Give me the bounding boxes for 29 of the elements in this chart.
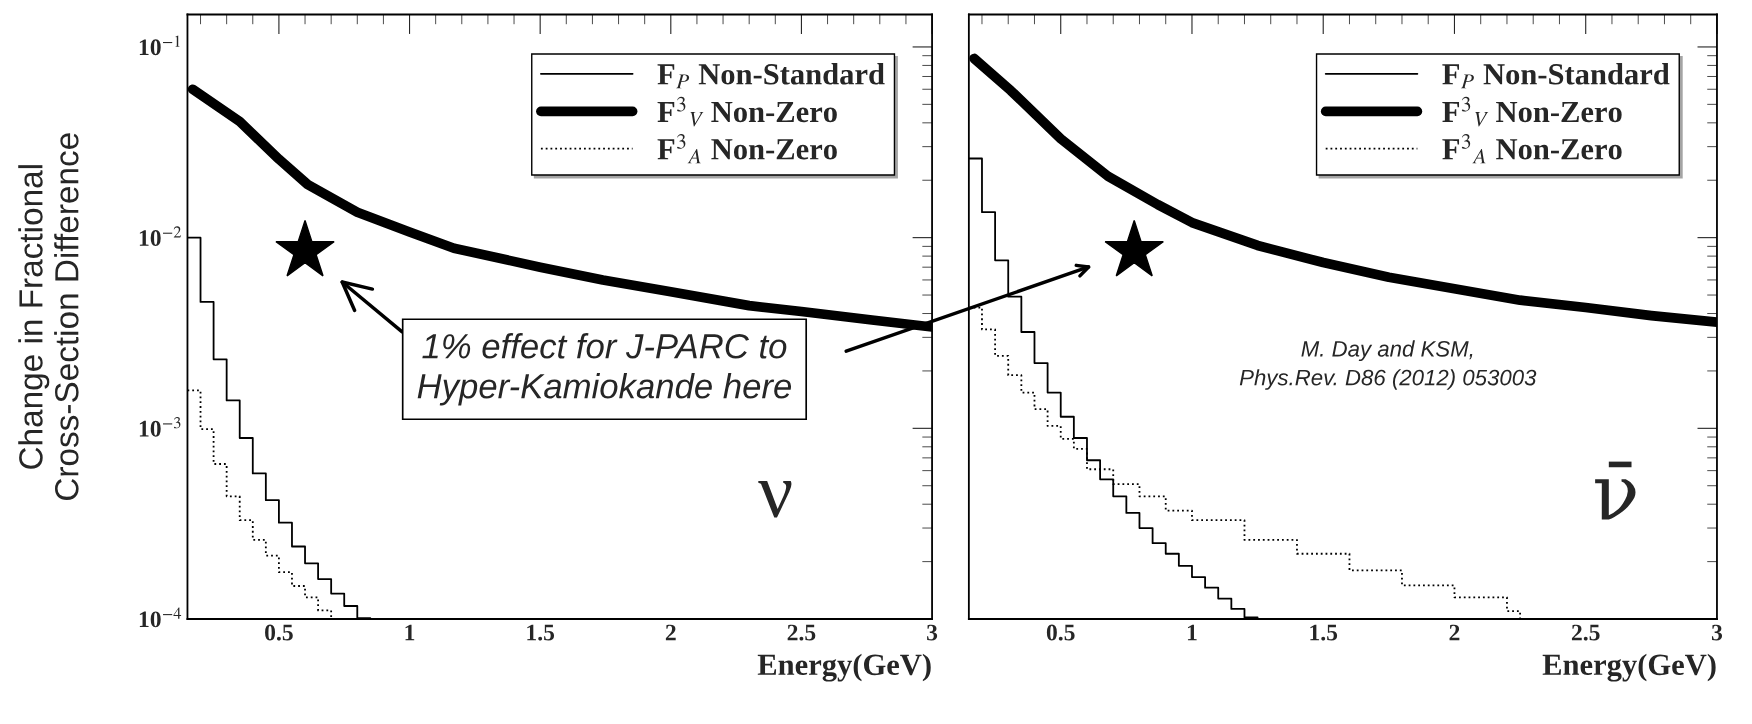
annotation: ν	[758, 481, 792, 518]
legend-label: F$^{3}$$_{A}$ Non-Zero	[657, 133, 837, 164]
x-tick-label: 2	[1449, 624, 1460, 641]
x-tick-label: 0.5	[265, 624, 293, 641]
annotation: 1% effect for J-PARC to Hyper-Kamiokande here	[417, 333, 792, 406]
x-tick-label: 2.5	[787, 624, 816, 641]
x-tick-label: 0.5	[1046, 624, 1075, 641]
y-tick-label: 10$^{−1}$	[139, 35, 180, 56]
y-tick-label: 10$^{−4}$	[139, 607, 182, 628]
x-tick-label: 1.5	[1310, 624, 1338, 641]
x-axis-title: Energy(GeV)	[1542, 653, 1716, 682]
legend-label: F$^{3}$$_{V}$ Non-Zero	[1442, 96, 1622, 127]
y-tick-label: 10$^{−2}$	[139, 226, 182, 246]
annotation: M. Day and KSM, Phys.Rev. D86 (2012) 053003	[1239, 340, 1537, 390]
legend-label: F$_{P}$ Non-Standard	[657, 63, 885, 89]
x-tick-label: 3	[1711, 624, 1723, 641]
x-tick-label: 1	[405, 624, 415, 641]
annotation: ν̄	[1595, 461, 1636, 520]
x-tick-label: 3	[927, 624, 938, 641]
x-axis-title: Energy(GeV)	[757, 653, 931, 682]
legend-label: F$^{3}$$_{V}$ Non-Zero	[657, 96, 837, 127]
x-tick-label: 2.5	[1571, 624, 1600, 641]
x-tick-label: 1	[1187, 624, 1197, 641]
x-tick-label: 1.5	[527, 624, 555, 641]
y-axis-title: Change in Fractional Cross-Section Difference	[18, 133, 79, 501]
y-tick-label: 10$^{−3}$	[139, 416, 181, 437]
legend-label: F$^{3}$$_{A}$ Non-Zero	[1442, 133, 1622, 164]
x-tick-label: 2	[665, 624, 676, 641]
legend-label: F$_{P}$ Non-Standard	[1442, 63, 1670, 89]
